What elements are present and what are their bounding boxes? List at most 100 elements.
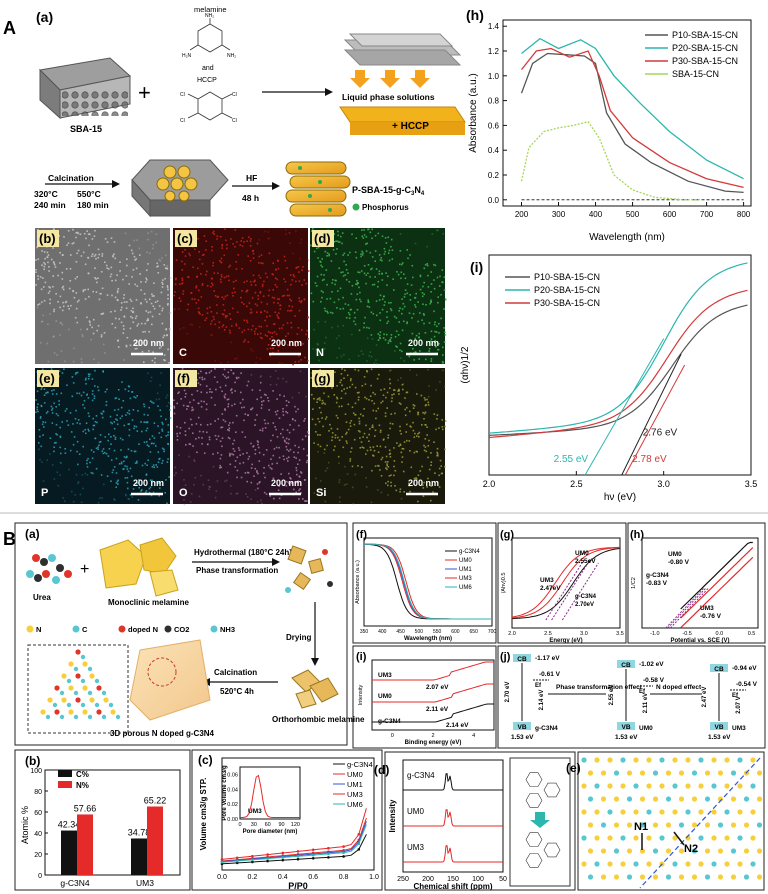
map-pixel xyxy=(77,481,80,483)
map-pixel xyxy=(95,278,97,280)
map-pixel xyxy=(216,235,219,237)
map-pixel xyxy=(186,332,189,335)
map-pixel xyxy=(287,332,289,335)
legend-label: UM1 xyxy=(347,780,363,789)
map-pixel xyxy=(214,359,217,362)
map-pixel xyxy=(115,418,117,420)
map-pixel xyxy=(285,335,287,337)
t1-label: 320°C xyxy=(34,189,58,199)
map-pixel xyxy=(333,449,335,451)
map-pixel xyxy=(348,317,351,319)
map-pixel xyxy=(140,302,142,304)
map-pixel xyxy=(221,276,223,278)
map-pixel xyxy=(65,268,68,270)
map-pixel xyxy=(221,325,224,328)
map-pixel xyxy=(35,399,37,401)
map-pixel xyxy=(295,491,297,493)
map-pixel xyxy=(259,376,262,378)
map-pixel xyxy=(128,498,130,500)
map-pixel xyxy=(306,459,309,462)
map-pixel xyxy=(187,405,190,408)
lattice-atom xyxy=(626,770,633,776)
lattice-atom xyxy=(89,673,95,679)
map-pixel xyxy=(106,267,109,269)
map-pixel xyxy=(143,403,145,406)
map-pixel xyxy=(144,322,146,325)
map-pixel xyxy=(182,290,185,292)
map-pixel xyxy=(182,293,184,295)
map-pixel xyxy=(206,312,209,314)
map-pixel xyxy=(435,331,438,333)
map-pixel xyxy=(421,319,423,321)
map-pixel xyxy=(371,424,374,427)
lattice-atom xyxy=(652,796,659,802)
map-pixel xyxy=(298,489,300,492)
map-pixel xyxy=(143,413,146,416)
map-pixel xyxy=(221,244,224,247)
map-pixel xyxy=(298,424,300,427)
map-pixel xyxy=(151,359,154,362)
map-pixel xyxy=(127,448,130,451)
map-pixel xyxy=(212,315,215,318)
map-pixel xyxy=(376,363,378,365)
map-pixel xyxy=(239,244,241,246)
map-pixel xyxy=(365,486,368,488)
map-pixel xyxy=(221,390,223,393)
map-pixel xyxy=(157,461,160,463)
heptazine-lattice xyxy=(40,649,121,720)
vb-box xyxy=(617,722,635,730)
map-pixel xyxy=(379,294,382,297)
map-pixel xyxy=(338,462,340,464)
map-pixel xyxy=(386,322,388,324)
map-pixel xyxy=(337,436,339,439)
map-pixel xyxy=(119,261,121,263)
map-pixel xyxy=(325,416,328,418)
map-pixel xyxy=(230,369,232,371)
map-pixel xyxy=(128,434,131,437)
map-pixel xyxy=(391,258,394,260)
map-pixel xyxy=(139,273,141,275)
map-pixel xyxy=(79,233,82,236)
map-pixel xyxy=(184,396,187,398)
map-pixel xyxy=(158,258,161,261)
map-pixel xyxy=(38,448,40,451)
map-pixel xyxy=(406,406,408,409)
map-pixel xyxy=(181,260,183,263)
map-pixel xyxy=(181,469,183,471)
map-pixel xyxy=(438,343,440,345)
panel-b-a-synthesis: (a) Urea + Monoclinic melamine Hydrother… xyxy=(14,522,365,746)
map-pixel xyxy=(430,461,433,463)
map-pixel xyxy=(258,325,260,328)
map-pixel xyxy=(288,456,290,459)
map-pixel xyxy=(284,280,287,283)
map-pixel xyxy=(265,394,267,396)
map-pixel xyxy=(285,442,288,444)
map-pixel xyxy=(159,260,162,262)
map-pixel xyxy=(94,369,96,372)
lattice-atom xyxy=(672,809,678,815)
map-pixel xyxy=(373,449,376,452)
map-pixel xyxy=(412,404,415,406)
map-pixel xyxy=(288,472,290,475)
map-pixel xyxy=(191,298,194,300)
map-pixel xyxy=(341,232,344,234)
map-pixel xyxy=(91,378,94,380)
map-pixel xyxy=(264,422,267,425)
map-pixel xyxy=(175,472,177,474)
map-pixel xyxy=(162,336,165,339)
map-pixel xyxy=(236,311,239,313)
map-pixel xyxy=(264,334,267,336)
map-pixel xyxy=(165,418,167,421)
map-pixel xyxy=(78,299,80,302)
map-pixel xyxy=(263,419,266,421)
lattice-atom xyxy=(646,835,652,841)
map-pixel xyxy=(138,443,140,445)
map-pixel xyxy=(61,323,64,326)
map-pixel xyxy=(426,434,428,436)
map-pixel xyxy=(117,479,119,482)
map-pixel xyxy=(130,450,133,452)
map-pixel xyxy=(366,326,368,329)
ring xyxy=(543,782,561,798)
map-pixel xyxy=(396,346,398,348)
map-pixel xyxy=(156,466,159,468)
